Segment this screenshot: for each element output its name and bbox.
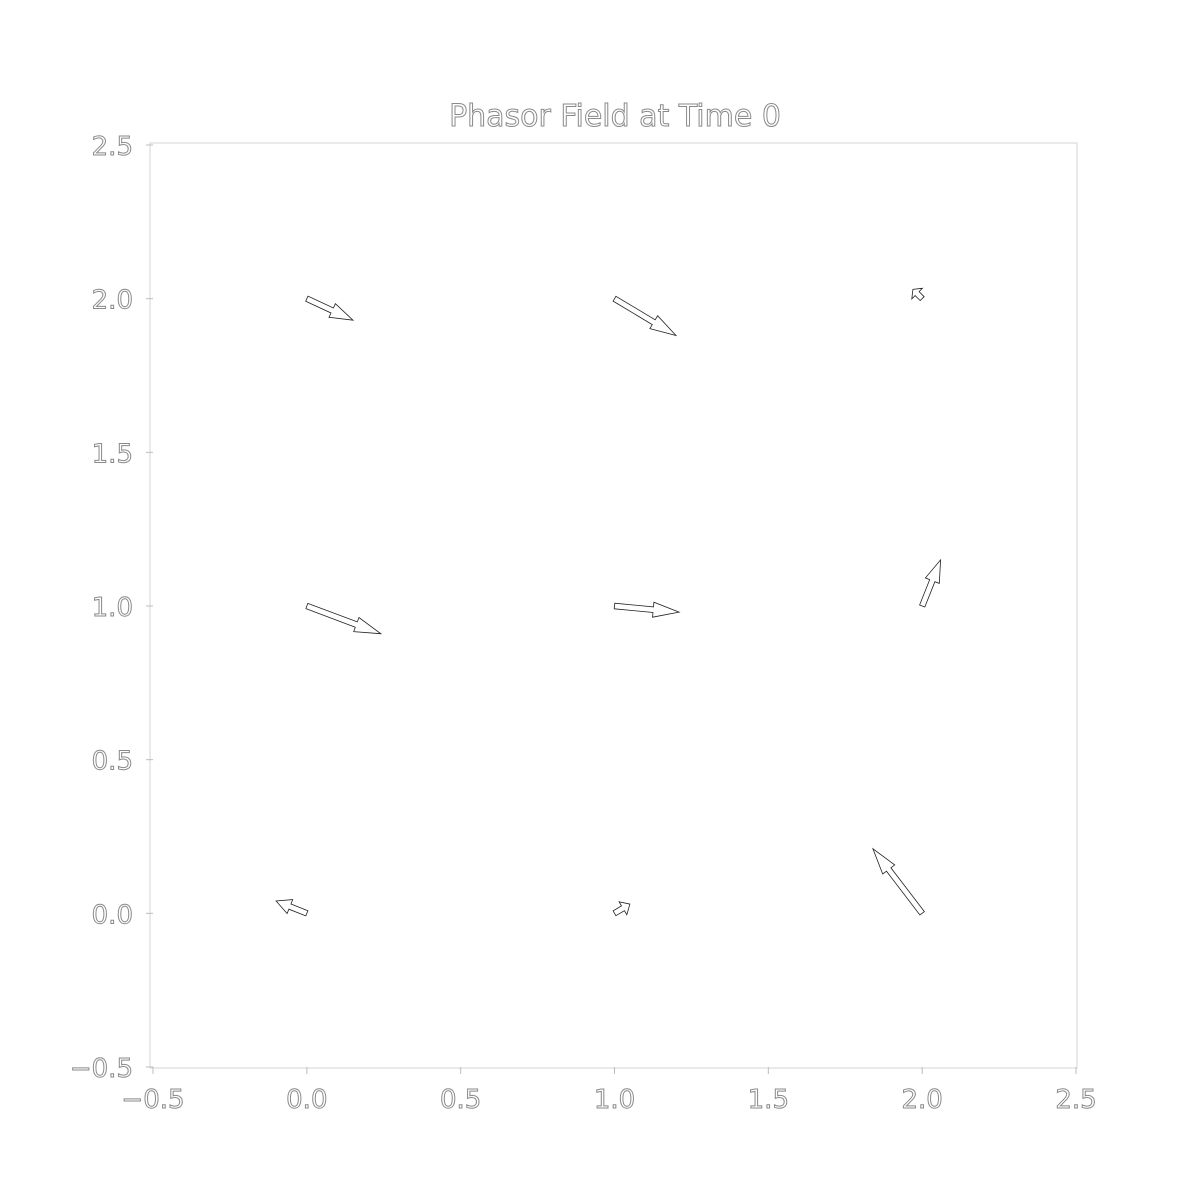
- phasor-arrow: [872, 847, 925, 916]
- y-tick-label: 1.0: [92, 593, 133, 623]
- y-tick-label: 1.5: [92, 439, 133, 469]
- y-tick-label: 0.0: [92, 900, 133, 930]
- phasor-arrow: [612, 295, 678, 337]
- plot-area-frame: [149, 142, 1078, 1069]
- phasor-arrow: [911, 287, 925, 302]
- phasor-arrow: [613, 601, 681, 618]
- x-tick-label: 2.5: [1055, 1085, 1096, 1115]
- y-axis: −0.5 0.0 0.5 1.0 1.5 2.0 2.5: [69, 132, 153, 1085]
- x-tick-label: 1.5: [748, 1085, 789, 1115]
- phasor-arrow: [305, 295, 355, 321]
- chart-title: Phasor Field at Time 0: [449, 99, 781, 134]
- x-tick-label: −0.5: [121, 1085, 184, 1115]
- y-tick-label: 0.5: [92, 747, 133, 777]
- x-axis: −0.5 0.0 0.5 1.0 1.5 2.0 2.5: [121, 1067, 1097, 1116]
- y-tick-label: 2.0: [92, 286, 133, 316]
- phasor-arrow: [305, 602, 383, 635]
- vector-field: [275, 287, 942, 917]
- x-tick-label: 0.5: [440, 1085, 481, 1115]
- phasor-arrow: [275, 899, 309, 917]
- x-tick-label: 1.0: [594, 1085, 635, 1115]
- x-tick-label: 0.0: [286, 1085, 327, 1115]
- phasor-arrow: [919, 558, 942, 608]
- x-tick-label: 2.0: [901, 1085, 942, 1115]
- y-tick-label: 2.5: [92, 132, 133, 162]
- y-tick-label: −0.5: [70, 1054, 133, 1084]
- phasor-arrow: [612, 901, 631, 917]
